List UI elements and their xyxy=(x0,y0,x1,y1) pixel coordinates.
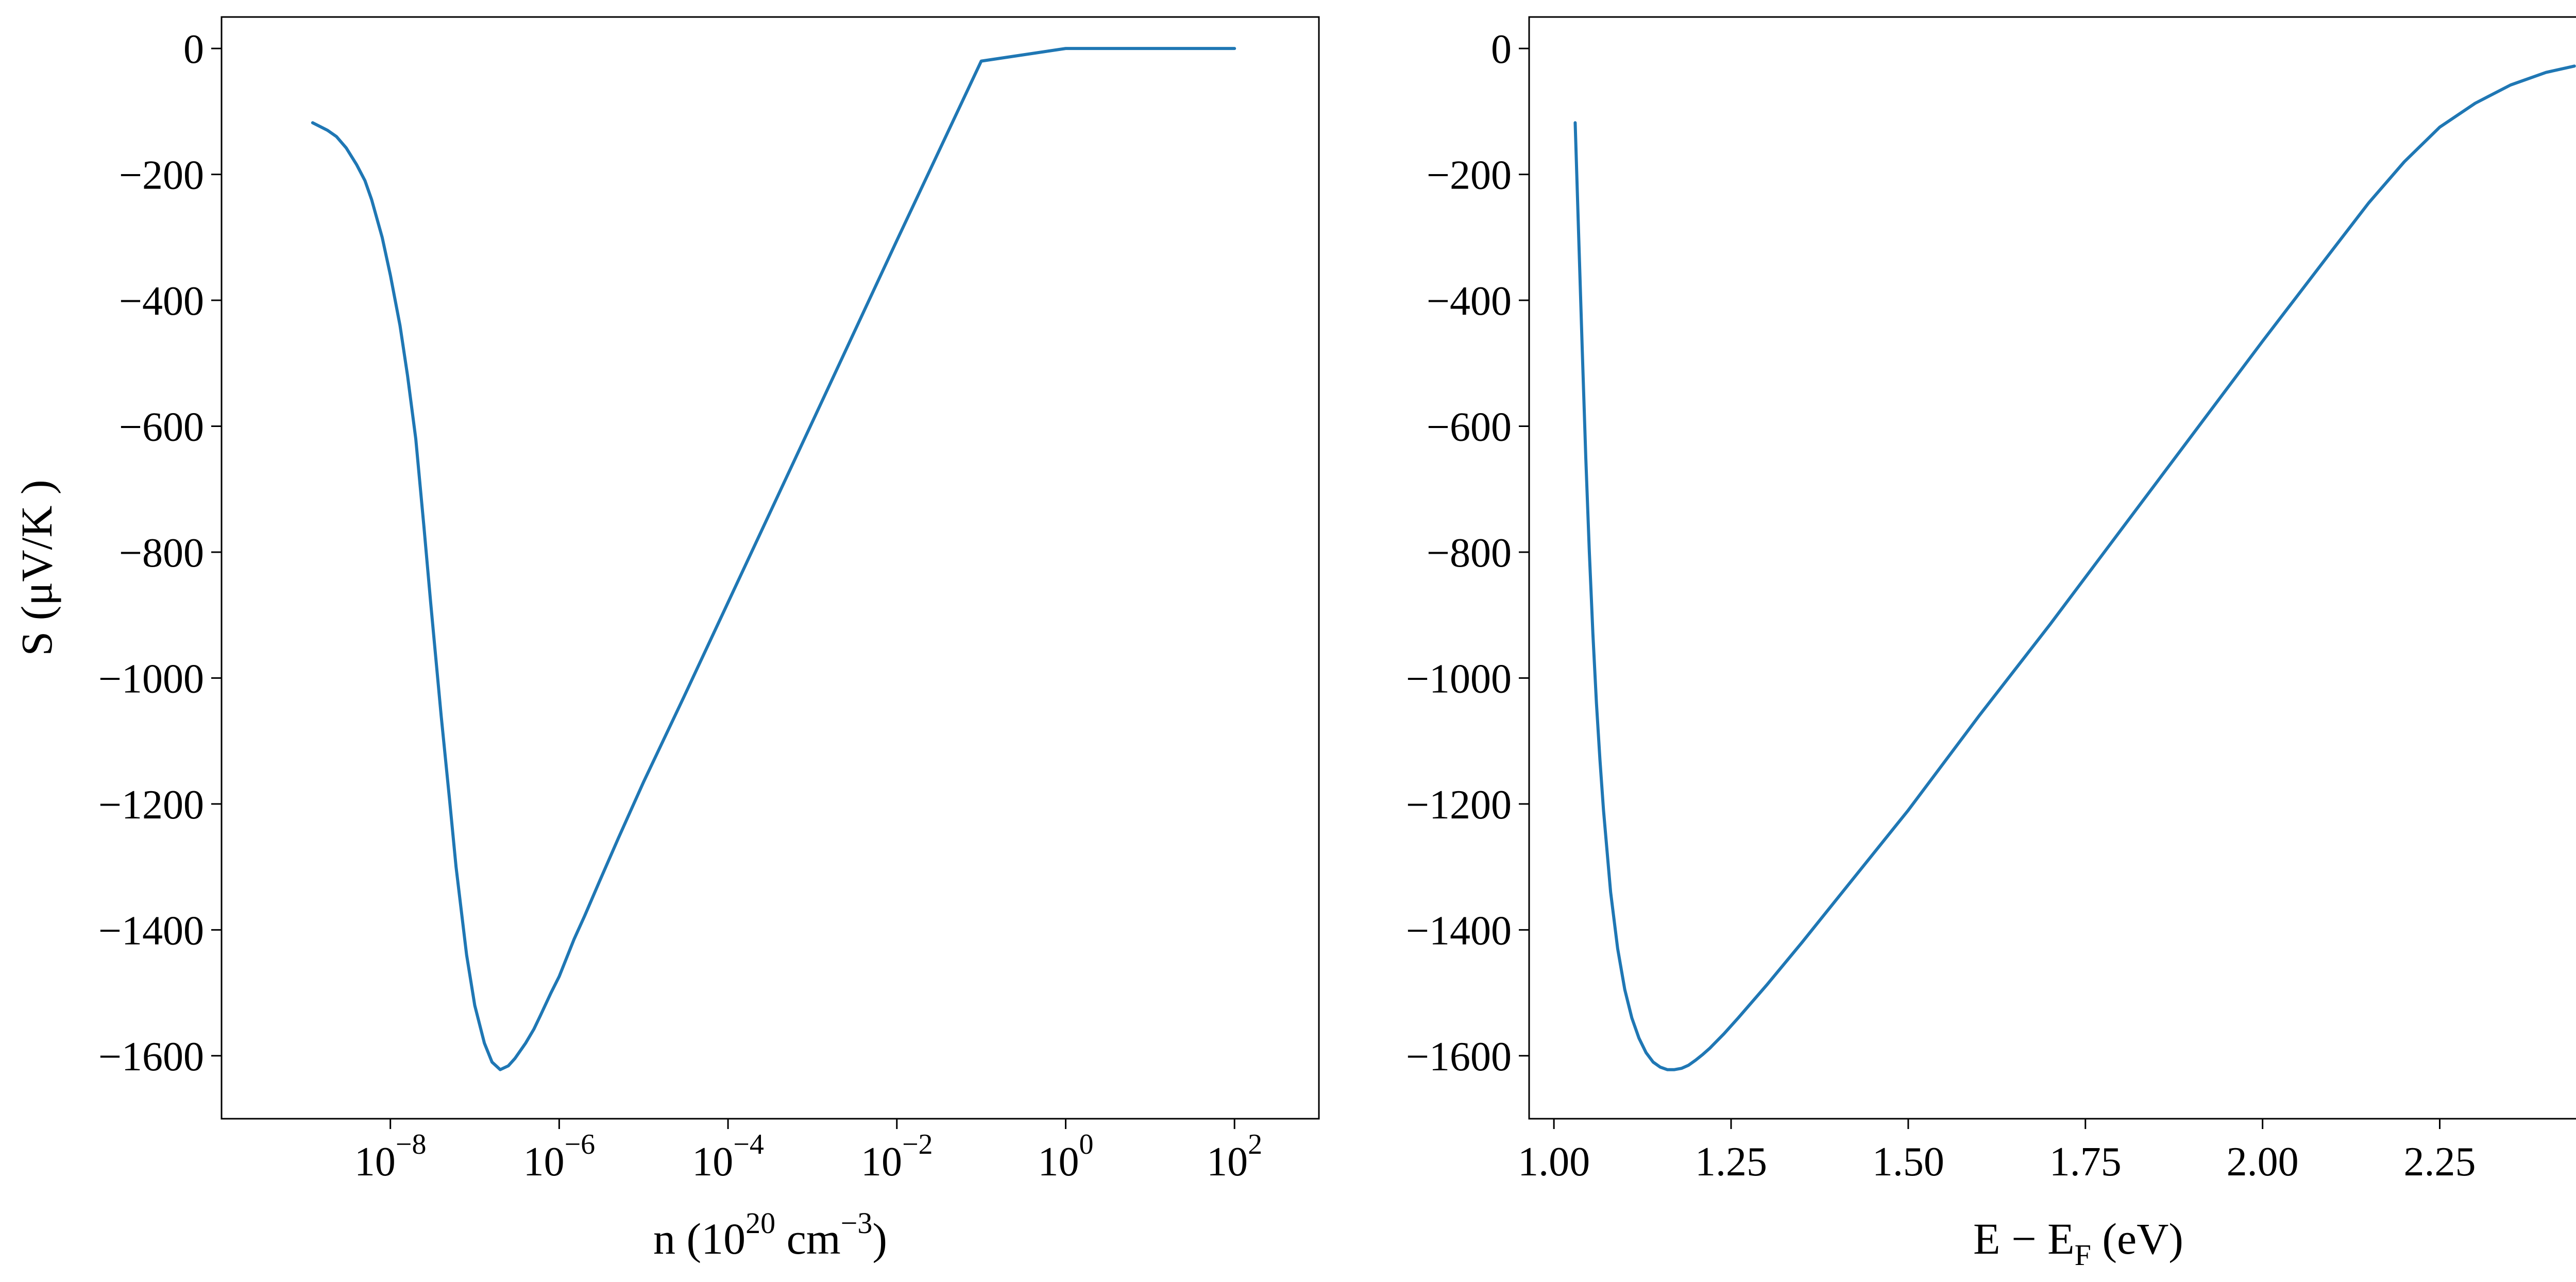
left-y-tick-label: −1400 xyxy=(98,908,204,953)
right-x-tick-label: 1.25 xyxy=(1695,1139,1767,1185)
right-x-axis-label: E − EF (eV) xyxy=(1973,1214,2183,1272)
left-x-tick-label: 100 xyxy=(1038,1129,1093,1185)
right-y-tick-label: −1600 xyxy=(1406,1034,1512,1080)
left-plot-frame xyxy=(221,16,1320,1120)
right-x-tick-label: 1.50 xyxy=(1872,1139,1944,1185)
left-y-tick-label: −600 xyxy=(119,404,204,450)
right-y-tick-label: −600 xyxy=(1427,404,1512,450)
left-y-tick-label: −400 xyxy=(119,279,204,324)
right-x-tick-label: 1.00 xyxy=(1518,1139,1590,1185)
left-x-axis-label: n (1020 cm−3) xyxy=(653,1206,887,1263)
right-y-tick-label: −1000 xyxy=(1406,656,1512,702)
right-x-tick-label: 2.00 xyxy=(2227,1139,2299,1185)
left-y-tick-label: −1000 xyxy=(98,656,204,702)
left-x-tick-label: 10−6 xyxy=(523,1129,596,1185)
left-y-axis-label: S (μV/K ) xyxy=(12,480,61,656)
left-series-line xyxy=(311,47,1236,1071)
left-x-tick-label: 10−4 xyxy=(692,1129,764,1185)
right-y-tick-label: −1400 xyxy=(1406,908,1512,953)
left-y-tick-label: −200 xyxy=(119,153,204,198)
right-y-tick-label: −400 xyxy=(1427,279,1512,324)
left-y-tick-label: −1200 xyxy=(98,782,204,828)
right-chart: 0 −200 −400 −600 −800 −1000 −1200 −1400 −1600 1.0… xyxy=(1406,16,2576,1272)
right-plot-frame xyxy=(1528,16,2576,1120)
left-x-tick-label: 10−8 xyxy=(354,1129,427,1185)
left-chart: 0 −200 −400 −600 −800 −1000 −1200 −1400 −1600 10−… xyxy=(12,16,1320,1263)
right-x-tick-label: 2.25 xyxy=(2403,1139,2476,1185)
right-y-tick-label: −1200 xyxy=(1406,782,1512,828)
left-x-tick-label: 102 xyxy=(1207,1129,1262,1185)
right-y-tick-label: 0 xyxy=(1491,27,1512,72)
right-y-tick-label: −200 xyxy=(1427,153,1512,198)
right-y-tick-label: −800 xyxy=(1427,531,1512,576)
left-y-tick-label: 0 xyxy=(183,27,204,72)
left-y-tick-label: −1600 xyxy=(98,1034,204,1080)
left-x-tick-label: 10−2 xyxy=(861,1129,933,1185)
right-x-tick-label: 1.75 xyxy=(2049,1139,2122,1185)
right-series-line xyxy=(1573,64,2576,1071)
left-y-tick-label: −800 xyxy=(119,531,204,576)
